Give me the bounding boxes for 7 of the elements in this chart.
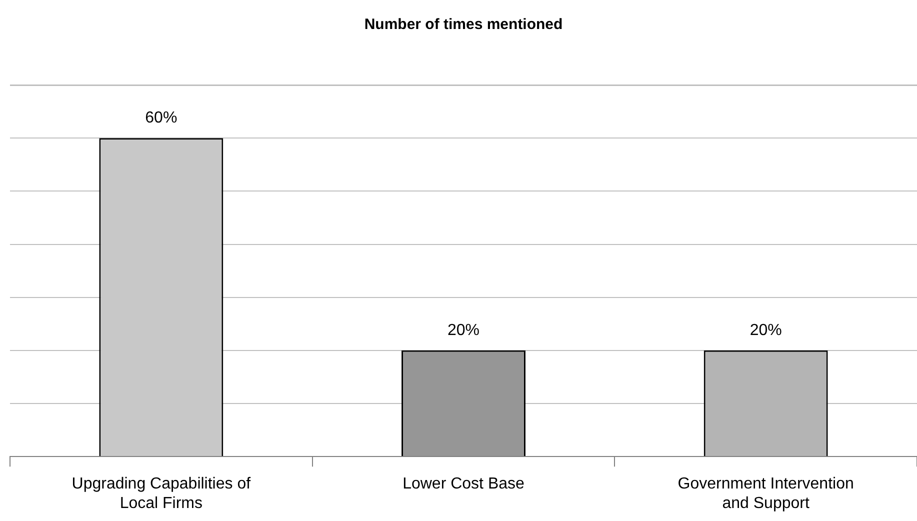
data-label: 20% (750, 322, 782, 339)
chart-title: Number of times mentioned (364, 16, 563, 34)
x-tick-label: Government Intervention and Support (678, 476, 854, 512)
x-tick-label: Lower Cost Base (402, 476, 525, 493)
data-label: 60% (145, 109, 178, 126)
x-tick-label: Upgrading Capabilities of Local Firms (72, 476, 252, 512)
data-label: 20% (447, 322, 480, 339)
